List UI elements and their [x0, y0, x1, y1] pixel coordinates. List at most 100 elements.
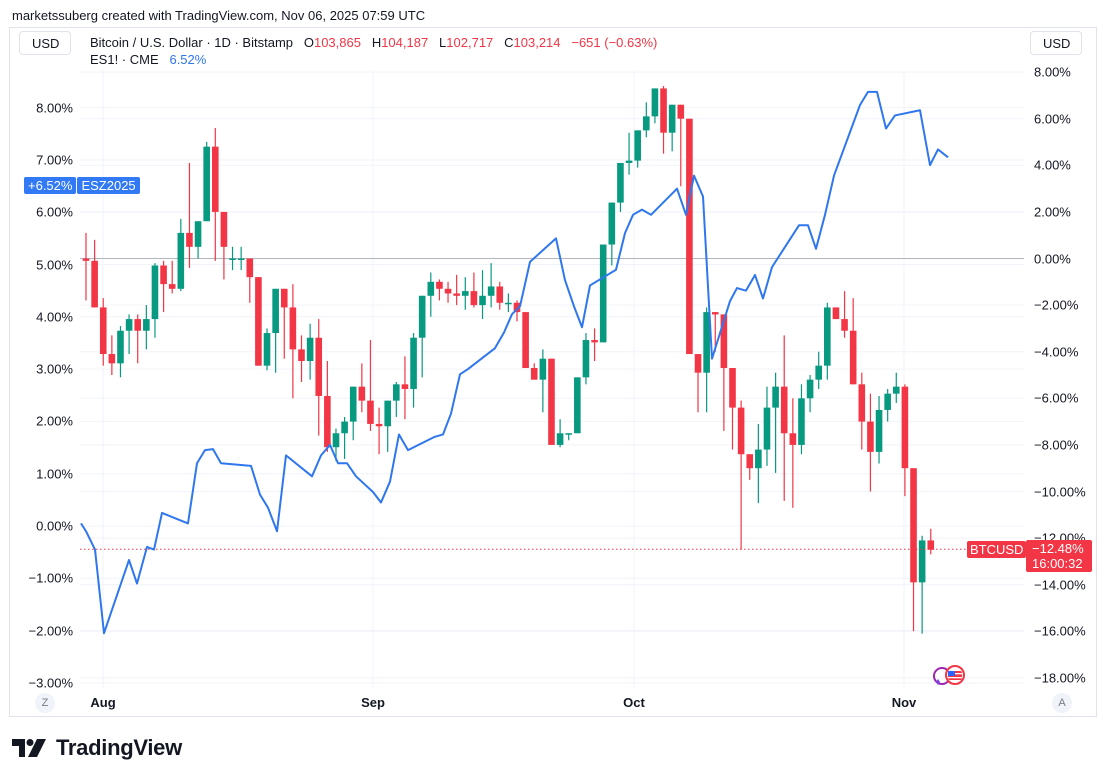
- candle[interactable]: [367, 340, 374, 431]
- candle[interactable]: [99, 298, 107, 366]
- candle[interactable]: [677, 104, 685, 187]
- candle[interactable]: [134, 314, 142, 364]
- candle[interactable]: [617, 162, 624, 212]
- candle[interactable]: [427, 272, 435, 317]
- candle[interactable]: [453, 274, 460, 306]
- tradingview-logo[interactable]: TradingView: [12, 735, 182, 761]
- candle[interactable]: [643, 102, 650, 138]
- candle[interactable]: [867, 393, 874, 492]
- candle[interactable]: [436, 279, 443, 301]
- candle[interactable]: [160, 260, 167, 313]
- auto-scale-right-button[interactable]: A: [1052, 693, 1072, 713]
- candle[interactable]: [918, 535, 926, 634]
- candle[interactable]: [660, 86, 667, 154]
- candle[interactable]: [479, 270, 486, 320]
- compare-symbol[interactable]: ES1! · CME: [90, 52, 159, 67]
- candle[interactable]: [263, 328, 271, 371]
- candle[interactable]: [686, 118, 693, 355]
- candle[interactable]: [772, 372, 779, 473]
- candle[interactable]: [349, 386, 357, 441]
- candle[interactable]: [393, 381, 400, 417]
- candle[interactable]: [927, 528, 935, 555]
- candle[interactable]: [720, 314, 728, 431]
- candle[interactable]: [582, 333, 590, 385]
- candle[interactable]: [168, 260, 176, 294]
- candle[interactable]: [384, 400, 391, 452]
- candle[interactable]: [444, 281, 452, 303]
- candle[interactable]: [280, 288, 288, 359]
- candle[interactable]: [332, 428, 340, 462]
- candle[interactable]: [125, 314, 133, 355]
- candle[interactable]: [694, 354, 702, 413]
- candle[interactable]: [729, 368, 736, 450]
- candle[interactable]: [91, 239, 98, 308]
- candle[interactable]: [892, 372, 900, 403]
- candle[interactable]: [858, 372, 866, 450]
- candle[interactable]: [255, 277, 262, 366]
- candle[interactable]: [151, 263, 159, 338]
- candle[interactable]: [401, 356, 409, 420]
- candle[interactable]: [315, 319, 323, 436]
- candle[interactable]: [763, 386, 771, 466]
- candle[interactable]: [229, 246, 236, 271]
- candle[interactable]: [780, 335, 788, 501]
- candle[interactable]: [625, 132, 633, 175]
- candle[interactable]: [522, 312, 529, 369]
- candle[interactable]: [272, 288, 279, 373]
- candle[interactable]: [375, 407, 383, 455]
- candle[interactable]: [82, 232, 90, 301]
- candle[interactable]: [703, 307, 710, 413]
- candle[interactable]: [177, 218, 185, 292]
- candle[interactable]: [513, 300, 521, 322]
- candle[interactable]: [410, 333, 417, 408]
- candle[interactable]: [358, 363, 366, 413]
- candle[interactable]: [910, 468, 917, 632]
- candle[interactable]: [832, 307, 840, 320]
- candle[interactable]: [746, 454, 754, 480]
- candle[interactable]: [608, 202, 616, 266]
- symbol-title[interactable]: Bitcoin / U.S. Dollar · 1D · Bitstamp: [90, 35, 293, 50]
- candle[interactable]: [565, 433, 573, 441]
- candle[interactable]: [212, 128, 219, 261]
- auto-scale-left-button[interactable]: Z: [35, 693, 55, 713]
- candle[interactable]: [496, 281, 504, 310]
- candle[interactable]: [341, 416, 348, 459]
- candle[interactable]: [246, 258, 254, 303]
- candle[interactable]: [220, 211, 228, 280]
- candle[interactable]: [841, 291, 848, 338]
- candle[interactable]: [884, 388, 891, 422]
- candle[interactable]: [556, 419, 564, 448]
- candle[interactable]: [203, 142, 210, 222]
- candle[interactable]: [530, 363, 538, 380]
- candle[interactable]: [186, 162, 193, 268]
- currency-left-button[interactable]: USD: [19, 31, 71, 55]
- candle[interactable]: [237, 246, 245, 271]
- candle[interactable]: [461, 277, 469, 310]
- candle[interactable]: [668, 104, 676, 152]
- candle[interactable]: [591, 328, 598, 362]
- candle[interactable]: [849, 298, 857, 385]
- candle[interactable]: [298, 335, 305, 382]
- candle[interactable]: [737, 400, 745, 550]
- economic-events-icon[interactable]: [931, 664, 967, 688]
- candle[interactable]: [306, 323, 314, 380]
- candle[interactable]: [798, 384, 805, 455]
- candle[interactable]: [324, 361, 331, 452]
- candle[interactable]: [824, 302, 831, 380]
- candle[interactable]: [194, 221, 202, 259]
- candle[interactable]: [418, 295, 426, 378]
- candle[interactable]: [599, 244, 607, 343]
- candle[interactable]: [651, 88, 659, 124]
- candle[interactable]: [789, 398, 797, 508]
- candle[interactable]: [117, 326, 124, 378]
- candle[interactable]: [143, 305, 150, 350]
- candle[interactable]: [901, 384, 909, 497]
- candle[interactable]: [539, 349, 547, 413]
- candle[interactable]: [289, 284, 297, 399]
- candle[interactable]: [574, 377, 581, 434]
- candle[interactable]: [634, 130, 641, 168]
- candle[interactable]: [755, 423, 762, 504]
- candle[interactable]: [815, 351, 822, 389]
- currency-right-button[interactable]: USD: [1030, 31, 1082, 55]
